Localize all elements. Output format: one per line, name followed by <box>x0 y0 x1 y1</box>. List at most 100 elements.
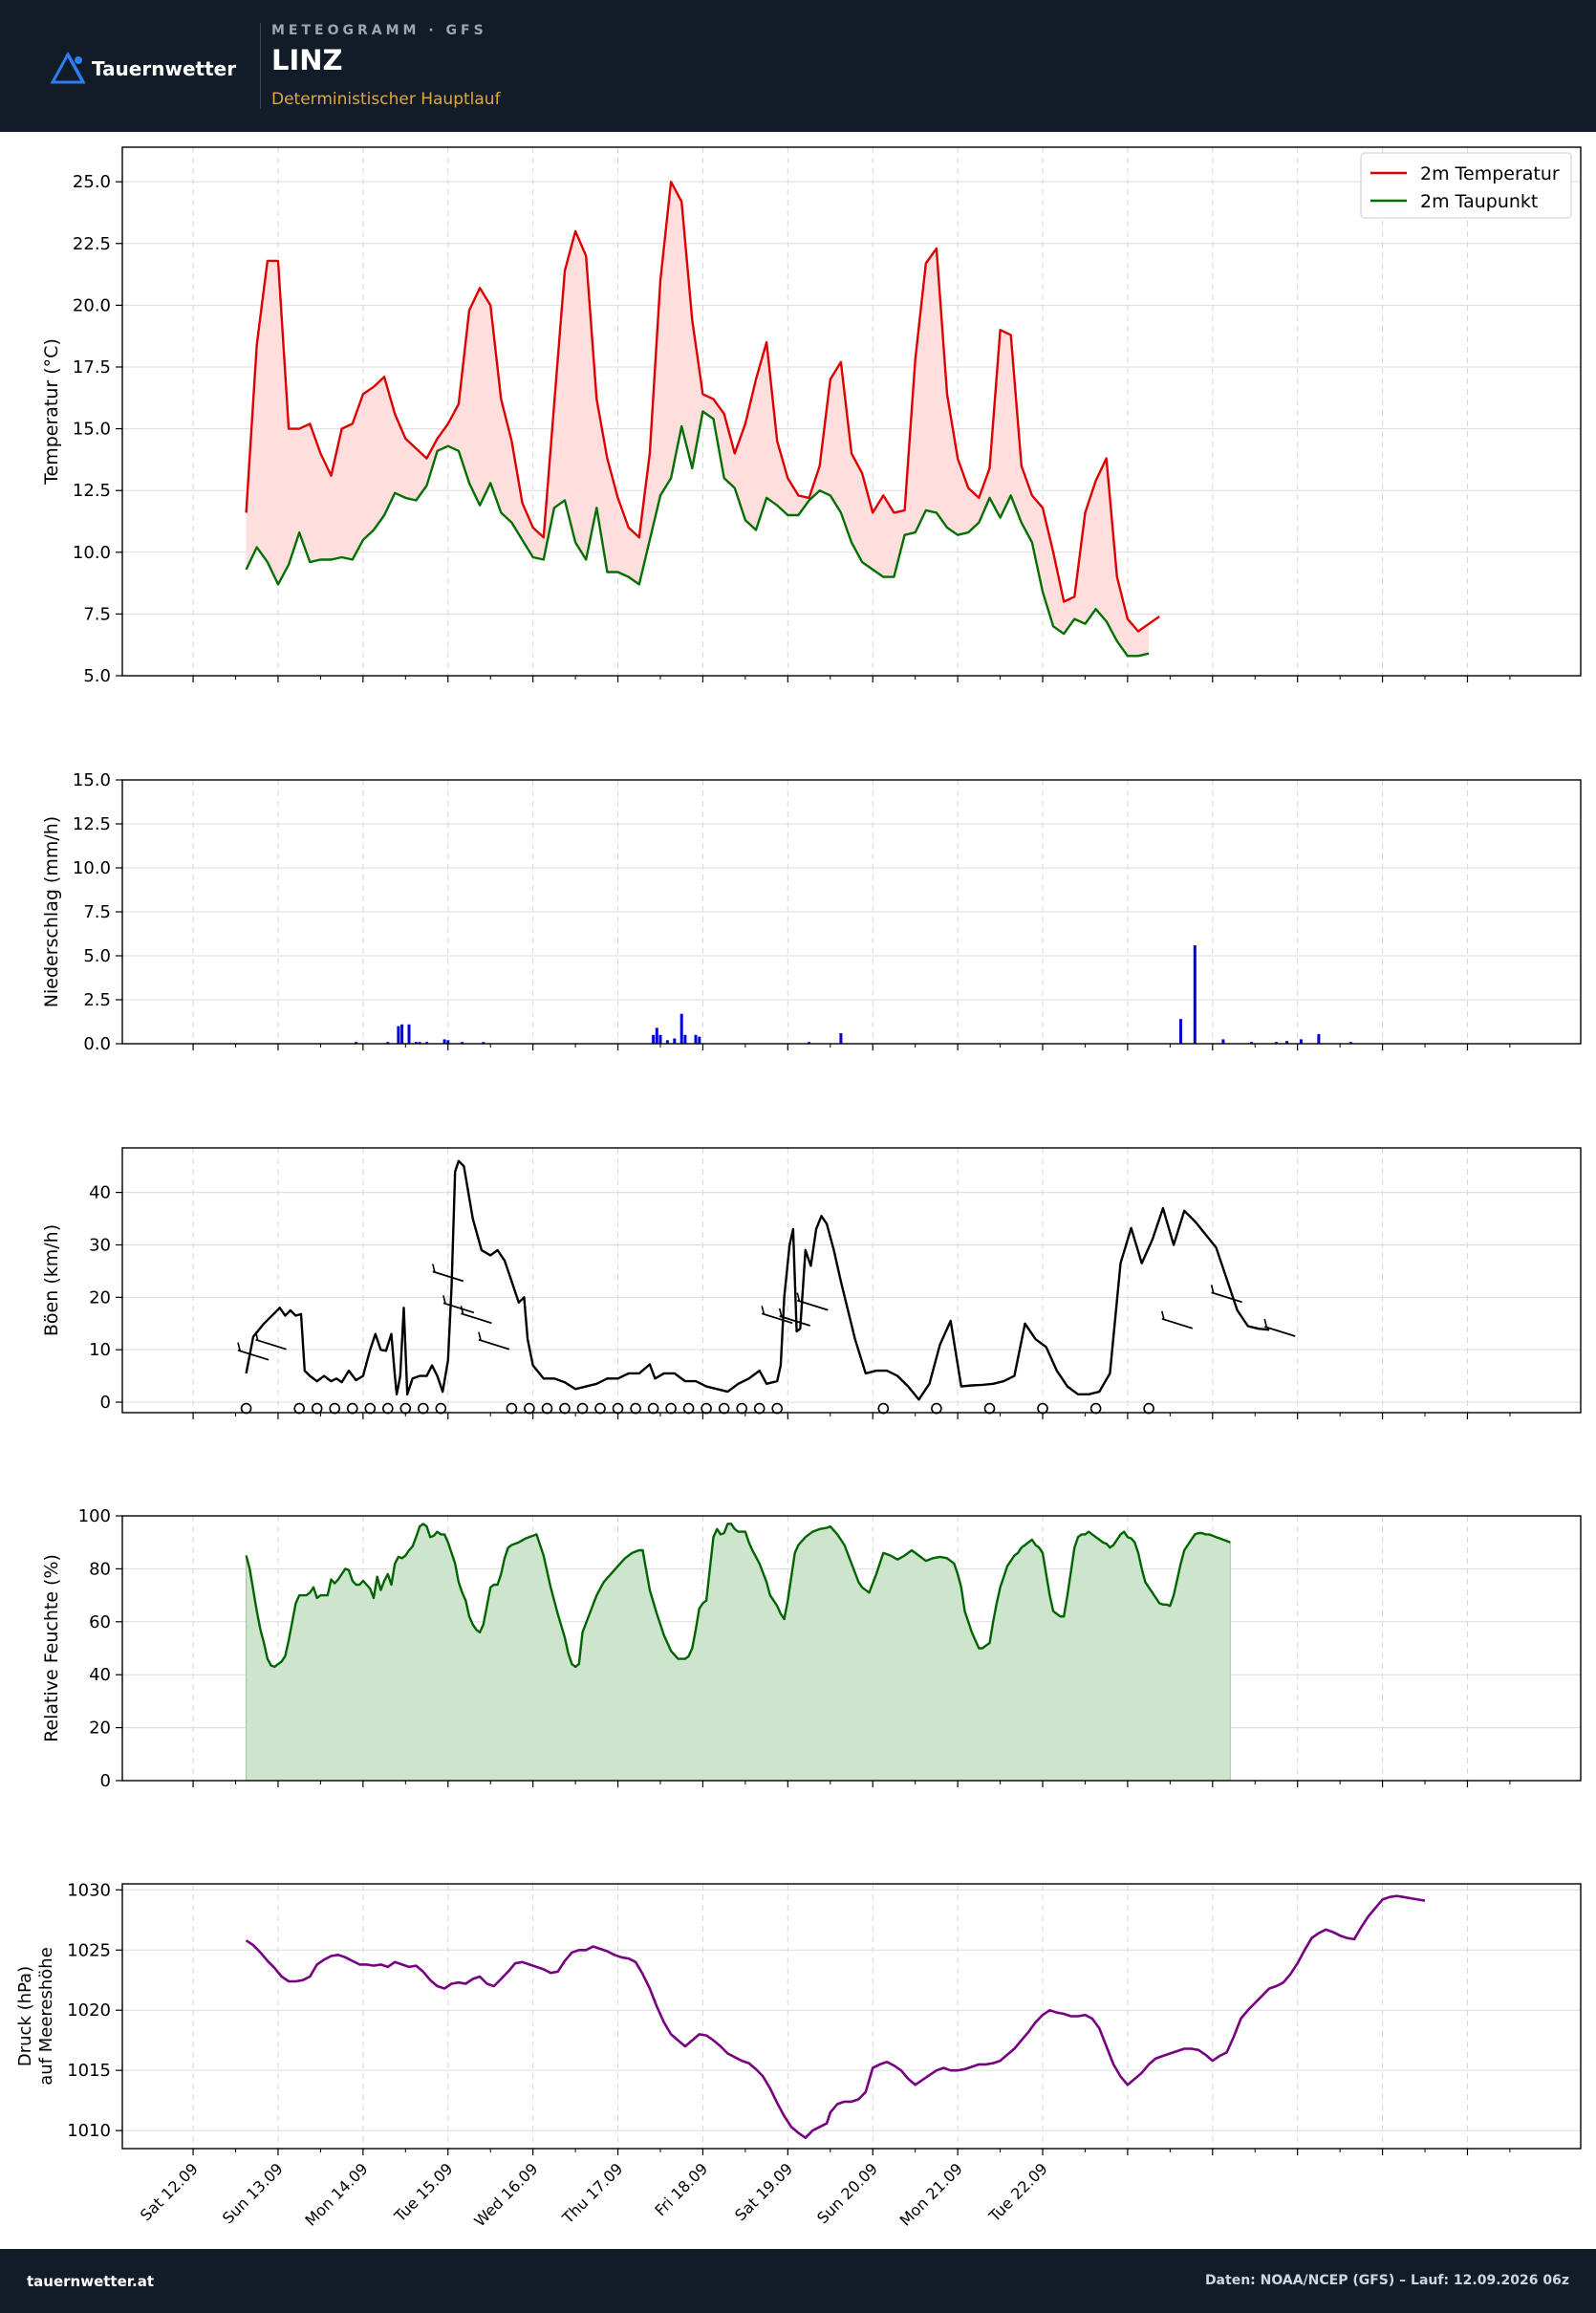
wind-barb <box>797 1299 829 1311</box>
y-tick-label: 2.5 <box>83 990 111 1010</box>
calm-wind-symbol <box>329 1402 341 1415</box>
mountain-logo-icon <box>50 52 86 84</box>
panel-frame <box>121 1147 1582 1414</box>
precipitation-bar <box>1285 1041 1289 1044</box>
calm-wind-symbol <box>576 1402 589 1415</box>
calm-wind-symbol <box>435 1402 447 1415</box>
calm-wind-symbol <box>630 1402 641 1415</box>
precipitation-bar <box>673 1038 677 1044</box>
y-tick-label: 1025 <box>67 1940 111 1960</box>
calm-wind-symbol <box>1089 1402 1102 1415</box>
calm-wind-symbol <box>682 1402 695 1415</box>
calm-wind-symbol <box>771 1402 784 1415</box>
calm-wind-symbol <box>240 1402 252 1415</box>
y-tick-label: 12.5 <box>73 481 111 501</box>
calm-wind-symbol <box>364 1402 377 1415</box>
wind-barb-flag <box>237 1342 241 1351</box>
wind-barb-flag <box>778 1308 783 1317</box>
y-tick-label: 1030 <box>67 1880 111 1900</box>
precipitation-bar <box>655 1027 658 1044</box>
wind-barb <box>1161 1317 1194 1329</box>
wind-barb-flag <box>478 1331 482 1340</box>
footer-source: Daten: NOAA/NCEP (GFS) – Lauf: 12.09.202… <box>1204 2273 1569 2288</box>
panel-frame <box>121 1515 1582 1782</box>
calm-wind-symbol <box>877 1402 890 1415</box>
precipitation-bar <box>1250 1042 1254 1044</box>
y-tick-label: 30 <box>89 1235 111 1255</box>
calm-wind-symbol <box>701 1402 712 1415</box>
pressure-line <box>245 1894 1426 2139</box>
y-tick-label: 20.0 <box>73 295 111 315</box>
wind-barb <box>1263 1326 1296 1337</box>
wind-barb <box>237 1349 270 1361</box>
wind-barb-flag <box>1263 1318 1267 1328</box>
y-tick-label: 5.0 <box>83 946 111 966</box>
x-tick-label: Thu 17.09 <box>558 2159 626 2227</box>
y-axis-label: Böen (km/h) <box>41 1224 62 1336</box>
wind-barb-flag <box>432 1264 436 1272</box>
calm-wind-symbol <box>381 1402 394 1415</box>
x-tick-label: Tue 15.09 <box>390 2159 456 2225</box>
y-tick-label: 22.5 <box>73 234 111 254</box>
wind-barb <box>761 1312 793 1325</box>
precipitation-bar <box>425 1042 429 1044</box>
precipitation-bar <box>839 1033 843 1044</box>
footer-bar: tauernwetter.at Daten: NOAA/NCEP (GFS) –… <box>0 2249 1596 2313</box>
x-tick-label: Sun 20.09 <box>813 2159 881 2227</box>
y-tick-label: 15.0 <box>73 420 111 440</box>
precipitation-bar <box>414 1042 418 1044</box>
header-divider <box>260 23 261 109</box>
y-tick-label: 20 <box>89 1287 111 1308</box>
y-axis-label: Temperatur (°C) <box>41 338 62 486</box>
wind-barb-flag <box>761 1306 765 1314</box>
precipitation-bar <box>446 1040 450 1044</box>
wind-barb-flag <box>796 1292 801 1301</box>
calm-wind-symbol <box>753 1402 766 1415</box>
y-axis-label: Niederschlag (mm/h) <box>41 816 62 1007</box>
gust-line <box>245 1159 1270 1401</box>
precipitation-bar <box>665 1040 669 1044</box>
x-tick-label: Mon 21.09 <box>896 2159 966 2229</box>
calm-wind-symbol <box>524 1402 535 1415</box>
footer-site[interactable]: tauernwetter.at <box>27 2273 155 2290</box>
precipitation-bar <box>698 1036 701 1044</box>
y-axis-label-line2: auf Meereshöhe <box>36 1947 56 2086</box>
calm-wind-symbol <box>647 1402 659 1415</box>
precipitation-bar <box>442 1039 446 1044</box>
humidity-fill <box>246 1523 1231 1782</box>
precipitation-bar <box>1299 1039 1303 1044</box>
wind-barb-flag <box>1210 1285 1215 1293</box>
wind-barb <box>255 1338 287 1351</box>
y-tick-label: 25.0 <box>73 172 111 192</box>
brand-logo[interactable]: Tauernwetter <box>50 52 236 86</box>
precipitation-bar <box>1317 1033 1321 1044</box>
y-tick-label: 0 <box>100 1771 111 1791</box>
panel-frame <box>121 1883 1582 2150</box>
y-tick-label: 0.0 <box>83 1034 111 1054</box>
x-tick-label: Sat 19.09 <box>731 2159 796 2224</box>
y-tick-label: 12.5 <box>73 814 111 834</box>
brand-name: Tauernwetter <box>92 57 237 80</box>
wind-barb <box>461 1312 492 1325</box>
y-tick-label: 7.5 <box>83 604 111 624</box>
precipitation-bar <box>658 1034 662 1044</box>
y-axis-label: Druck (hPa) <box>15 1966 35 2066</box>
panel-frame <box>121 146 1582 677</box>
wind-barb <box>779 1315 810 1327</box>
calm-wind-symbol <box>417 1402 429 1415</box>
header-bar: Tauernwetter METEOGRAMM · GFS LINZ Deter… <box>0 0 1596 132</box>
wind-barb <box>1211 1291 1242 1304</box>
precipitation-bar <box>418 1042 421 1044</box>
location-title: LINZ <box>271 44 343 76</box>
humidity-line <box>245 1523 1231 1669</box>
x-tick-label: Sun 13.09 <box>219 2159 287 2227</box>
precipitation-bar <box>679 1013 683 1044</box>
precipitation-bar <box>1348 1042 1352 1044</box>
wind-barb <box>442 1302 475 1314</box>
wind-barb-flag <box>460 1306 464 1314</box>
calm-wind-symbol <box>293 1402 306 1415</box>
calm-wind-symbol <box>931 1402 942 1415</box>
calm-wind-symbol <box>665 1402 677 1415</box>
precipitation-bar <box>694 1034 698 1044</box>
calm-wind-symbol <box>559 1402 571 1415</box>
